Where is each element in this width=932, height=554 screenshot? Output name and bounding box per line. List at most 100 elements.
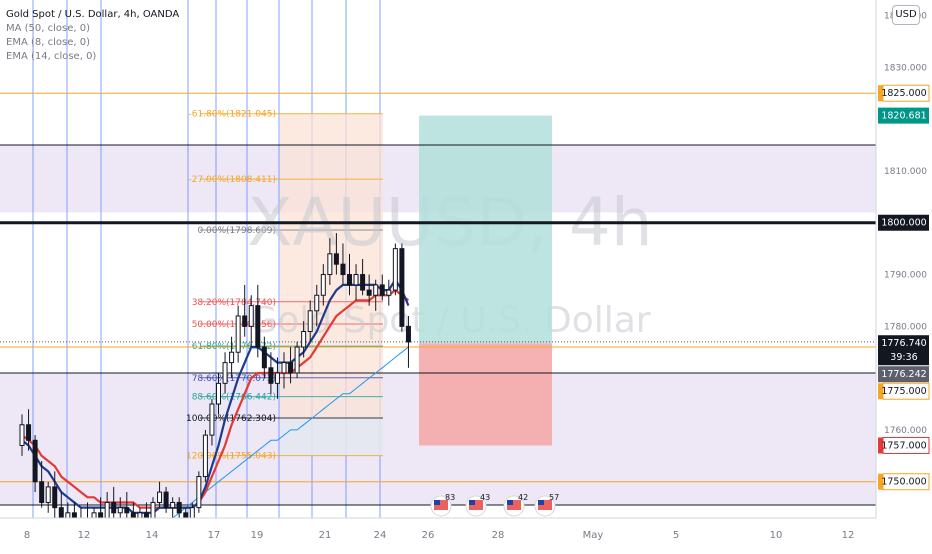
event-badge-count-0: 83 [445,493,455,502]
fib-level-label-4: 50.00%(1780.456) [192,320,276,330]
time-tick-10: 5 [673,530,679,541]
candle-body-35 [248,305,254,327]
candle-58 [399,243,405,332]
candle-46 [320,264,326,306]
candle-4 [45,481,51,513]
candle-body-46 [320,274,326,296]
candle-27 [196,471,202,513]
event-badge-count-2: 42 [518,493,528,502]
chart-legend: Gold Spot / U.S. Dollar, 4h, OANDA MA (5… [6,8,179,64]
price-label-7[interactable]: 1750.000 [878,473,930,491]
price-label-marker-6 [878,437,883,454]
candle-59 [405,315,411,368]
candle-56 [386,279,392,306]
candle-body-55 [379,284,385,296]
candle-49 [340,243,346,285]
price-tick-1: 1830.000 [884,63,927,73]
event-badge-0[interactable]: 83 [430,493,455,517]
candle-body-25 [183,512,189,519]
candle-body-54 [373,284,379,296]
currency-button[interactable]: USD [892,5,920,25]
candle-body-20 [150,501,156,519]
price-label-box-2 [878,214,929,231]
candle-body-23 [170,501,176,509]
candle-22 [163,486,169,513]
price-label-marker-5 [878,383,883,400]
price-label-countdown-3: 39:36 [890,352,917,363]
candle-57 [392,243,398,296]
legend-ema8[interactable]: EMA (8, close, 0) [6,37,90,48]
candle-body-31 [222,362,228,384]
event-badge-1[interactable]: 43 [465,493,490,517]
candle-body-15 [117,507,123,514]
price-label-box-0 [882,84,930,102]
price-label-text-3: 1776.740 [881,338,926,349]
price-label-3[interactable]: 1776.740 39:36 [878,335,929,366]
flag-canton-3 [538,500,544,505]
candle-body-21 [157,491,163,503]
time-tick-2: 14 [146,530,159,541]
price-tick-5: 1790.000 [884,271,927,281]
legend-ema14[interactable]: EMA (14, close, 0) [6,51,97,62]
time-tick-6: 24 [374,530,387,541]
candle-body-40 [281,362,287,374]
candle-33 [235,305,241,363]
candle-body-24 [176,501,182,514]
price-label-1[interactable]: 1820.681 [878,107,929,124]
time-axis[interactable] [0,518,876,550]
candle-34 [242,284,248,337]
target-zone[interactable] [419,115,552,344]
time-tick-4: 19 [251,530,264,541]
candle-body-56 [386,289,392,296]
candle-47 [327,238,333,285]
price-label-marker-0 [878,85,883,102]
candle-53 [366,274,372,306]
candle-39 [274,357,280,399]
price-label-box-7 [882,473,930,491]
time-tick-8: 28 [492,530,505,541]
candle-body-52 [360,274,366,291]
candle-body-49 [340,263,346,276]
candle-3 [39,461,45,508]
price-label-marker-7 [878,473,883,490]
price-label-5[interactable]: 1775.000 [878,382,930,400]
price-label-0[interactable]: 1825.000 [878,84,930,102]
event-badge-3[interactable]: 57 [534,493,559,517]
stop-zone[interactable] [419,343,552,446]
fib-lower-box [280,418,383,456]
candle-body-34 [242,315,248,327]
candle-16 [124,492,130,518]
price-label-4[interactable]: 1776.242 [878,366,929,383]
time-tick-12: 12 [842,530,855,541]
legend-ma50[interactable]: MA (50, close, 0) [6,23,91,34]
price-label-6[interactable]: 1757.000 [878,436,930,454]
price-label-text-2: 1800.000 [881,218,926,229]
candle-body-29 [209,403,215,436]
candle-32 [229,336,235,379]
price-label-text-4: 1776.242 [881,369,926,380]
flag-stripes-3 [538,500,552,510]
flag-canton-1 [469,500,475,505]
candle-52 [360,259,366,296]
fib-level-label-9: 120.00%(1755.043) [186,452,276,462]
price-label-2[interactable]: 1800.000 [878,214,929,231]
candle-body-45 [314,294,320,312]
price-label-box-1 [878,107,929,124]
flag-stripes-0 [434,500,448,510]
price-label-box-6 [882,436,930,454]
flag-canton-2 [507,500,513,505]
candle-body-33 [235,315,241,353]
fib-level-label-0: -61.80%(1821.045) [188,110,276,120]
candle-37 [261,336,267,379]
candle-body-14 [111,501,117,514]
candle-50 [347,253,352,296]
candle-body-50 [347,274,352,286]
candle-41 [288,347,294,384]
candle-54 [373,279,379,311]
candle-body-2 [32,439,38,483]
event-badge-2[interactable]: 42 [503,493,528,517]
ema14-line [21,288,410,509]
candle-40 [281,352,287,389]
